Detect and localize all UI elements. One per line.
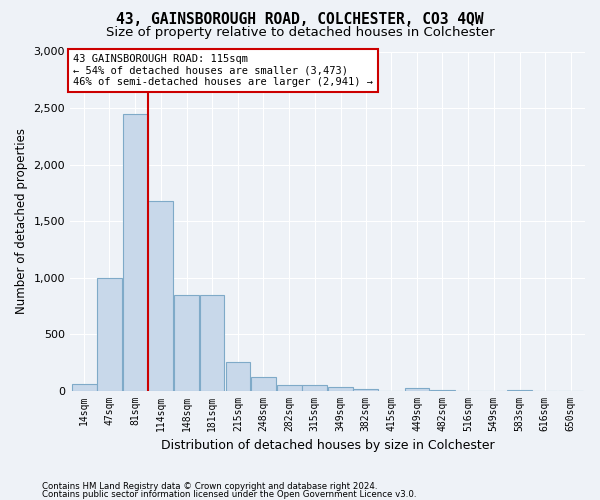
Text: Size of property relative to detached houses in Colchester: Size of property relative to detached ho… — [106, 26, 494, 39]
Bar — [277, 385, 302, 391]
Bar — [200, 295, 224, 391]
Bar — [353, 389, 378, 391]
Bar — [302, 386, 327, 391]
Bar — [328, 387, 353, 391]
Bar — [430, 390, 455, 391]
Bar — [72, 384, 97, 391]
X-axis label: Distribution of detached houses by size in Colchester: Distribution of detached houses by size … — [161, 440, 494, 452]
Text: Contains public sector information licensed under the Open Government Licence v3: Contains public sector information licen… — [42, 490, 416, 499]
Bar — [123, 114, 148, 391]
Bar — [404, 388, 430, 391]
Bar — [97, 278, 122, 391]
Y-axis label: Number of detached properties: Number of detached properties — [15, 128, 28, 314]
Bar — [226, 362, 250, 391]
Text: 43 GAINSBOROUGH ROAD: 115sqm
← 54% of detached houses are smaller (3,473)
46% of: 43 GAINSBOROUGH ROAD: 115sqm ← 54% of de… — [73, 54, 373, 87]
Text: Contains HM Land Registry data © Crown copyright and database right 2024.: Contains HM Land Registry data © Crown c… — [42, 482, 377, 491]
Bar — [251, 378, 275, 391]
Bar — [148, 201, 173, 391]
Bar — [174, 295, 199, 391]
Text: 43, GAINSBOROUGH ROAD, COLCHESTER, CO3 4QW: 43, GAINSBOROUGH ROAD, COLCHESTER, CO3 4… — [116, 12, 484, 28]
Bar — [507, 390, 532, 391]
